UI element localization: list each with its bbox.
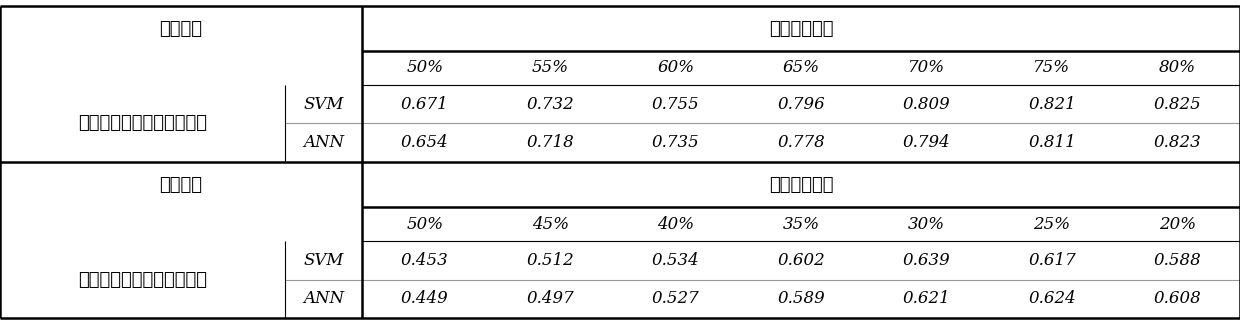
Text: 训练样本比例: 训练样本比例: [769, 19, 833, 38]
Text: 0.621: 0.621: [903, 290, 950, 307]
Text: 0.588: 0.588: [1153, 252, 1202, 269]
Text: 0.796: 0.796: [777, 96, 825, 112]
Text: 0.778: 0.778: [777, 134, 825, 151]
Text: 0.671: 0.671: [401, 96, 449, 112]
Text: 0.608: 0.608: [1153, 290, 1202, 307]
Text: SVM: SVM: [304, 252, 343, 269]
Text: 0.589: 0.589: [777, 290, 825, 307]
Text: 0.624: 0.624: [1028, 290, 1076, 307]
Text: 0.809: 0.809: [903, 96, 950, 112]
Text: 不同测试样本下的模型精度: 不同测试样本下的模型精度: [78, 271, 207, 289]
Text: 0.732: 0.732: [526, 96, 574, 112]
Text: 0.449: 0.449: [401, 290, 449, 307]
Text: 0.602: 0.602: [777, 252, 825, 269]
Text: 60%: 60%: [657, 60, 694, 76]
Text: 0.735: 0.735: [652, 134, 699, 151]
Text: 55%: 55%: [532, 60, 569, 76]
Text: 0.497: 0.497: [526, 290, 574, 307]
Text: 0.654: 0.654: [401, 134, 449, 151]
Text: 0.755: 0.755: [652, 96, 699, 112]
Text: 0.825: 0.825: [1153, 96, 1202, 112]
Text: 模型算法: 模型算法: [160, 176, 202, 194]
Text: 0.512: 0.512: [526, 252, 574, 269]
Text: 30%: 30%: [908, 216, 945, 233]
Text: 20%: 20%: [1159, 216, 1195, 233]
Text: 0.811: 0.811: [1028, 134, 1076, 151]
Text: 0.534: 0.534: [652, 252, 699, 269]
Text: 50%: 50%: [407, 60, 443, 76]
Text: 0.823: 0.823: [1153, 134, 1202, 151]
Text: 65%: 65%: [782, 60, 820, 76]
Text: ANN: ANN: [303, 290, 345, 307]
Text: SVM: SVM: [304, 96, 343, 112]
Text: 75%: 75%: [1033, 60, 1070, 76]
Text: 25%: 25%: [1033, 216, 1070, 233]
Text: 70%: 70%: [908, 60, 945, 76]
Text: 45%: 45%: [532, 216, 569, 233]
Text: 模型算法: 模型算法: [160, 19, 202, 38]
Text: 50%: 50%: [407, 216, 443, 233]
Text: 80%: 80%: [1159, 60, 1195, 76]
Text: 0.718: 0.718: [526, 134, 574, 151]
Text: 0.617: 0.617: [1028, 252, 1076, 269]
Text: 0.821: 0.821: [1028, 96, 1076, 112]
Text: 0.639: 0.639: [903, 252, 950, 269]
Text: 35%: 35%: [782, 216, 820, 233]
Text: 0.453: 0.453: [401, 252, 449, 269]
Text: 40%: 40%: [657, 216, 694, 233]
Text: 0.527: 0.527: [652, 290, 699, 307]
Text: 不同训练样本下的模型精度: 不同训练样本下的模型精度: [78, 114, 207, 133]
Text: 0.794: 0.794: [903, 134, 950, 151]
Text: 测试样本比例: 测试样本比例: [769, 176, 833, 194]
Text: ANN: ANN: [303, 134, 345, 151]
